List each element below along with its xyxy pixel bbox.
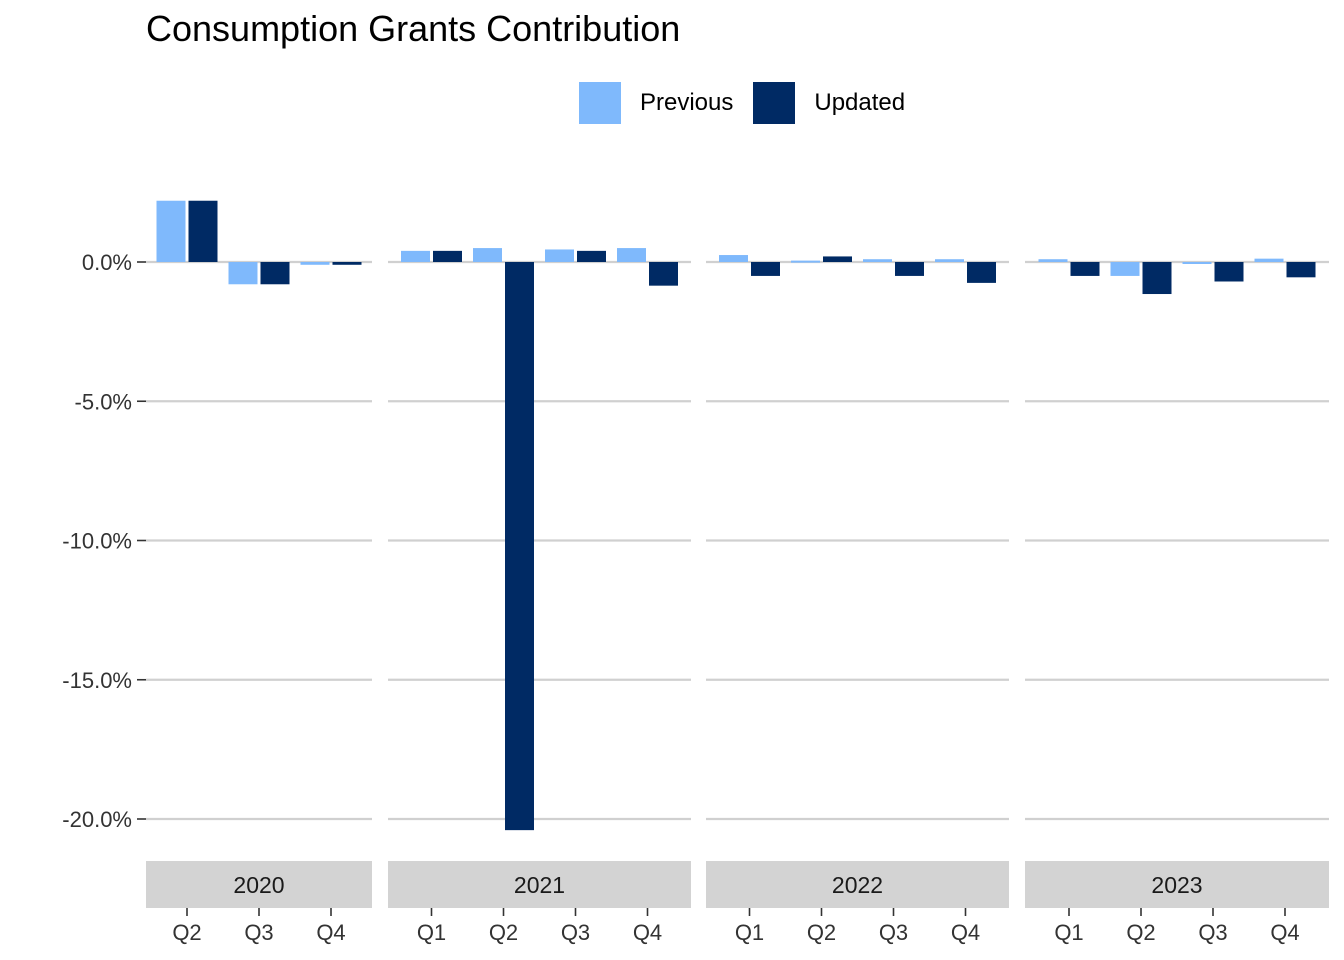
bar-previous-2022-Q3: [863, 259, 892, 262]
y-tick-label: -5.0%: [75, 389, 132, 414]
bar-updated-2023-Q3: [1214, 262, 1244, 282]
bar-previous-2021-Q2: [473, 248, 502, 262]
bar-previous-2023-Q3: [1182, 262, 1212, 264]
x-tick-label: Q2: [172, 920, 201, 945]
bar-previous-2022-Q1: [719, 255, 748, 262]
x-tick-label: Q2: [1126, 920, 1155, 945]
facet-strip-2021: [388, 861, 691, 908]
bar-previous-2023-Q2: [1110, 262, 1140, 276]
bar-updated-2023-Q4: [1286, 262, 1316, 278]
x-tick-label: Q2: [489, 920, 518, 945]
bar-updated-2022-Q4: [967, 262, 996, 283]
facet-strip-label: 2023: [1151, 872, 1202, 898]
bar-previous-2020-Q3: [228, 262, 258, 285]
bar-updated-2021-Q2: [505, 262, 534, 831]
y-tick-label: -10.0%: [62, 529, 132, 554]
bar-updated-2020-Q3: [260, 262, 290, 285]
bar-updated-2020-Q4: [332, 262, 362, 265]
x-tick-label: Q3: [879, 920, 908, 945]
legend-swatch-previous: [579, 82, 621, 124]
x-tick-label: Q4: [633, 920, 662, 945]
bar-updated-2021-Q3: [577, 250, 606, 262]
bar-updated-2021-Q4: [649, 262, 678, 286]
bar-previous-2022-Q4: [935, 259, 964, 262]
facet-strip-label: 2022: [832, 872, 883, 898]
y-tick-label: 0.0%: [82, 250, 132, 275]
y-tick-label: -15.0%: [62, 668, 132, 693]
legend-item-previous: Previous: [579, 82, 733, 124]
bar-previous-2021-Q4: [617, 248, 646, 262]
x-tick-label: Q3: [1198, 920, 1227, 945]
facet-strip-2022: [706, 861, 1009, 908]
facet-strip-2023: [1025, 861, 1329, 908]
x-tick-label: Q4: [1270, 920, 1299, 945]
bar-previous-2020-Q4: [300, 262, 330, 265]
bar-previous-2023-Q4: [1254, 258, 1284, 262]
x-tick-label: Q1: [735, 920, 764, 945]
bar-previous-2021-Q3: [545, 249, 574, 262]
bar-updated-2022-Q3: [895, 262, 924, 276]
legend: Previous Updated: [579, 82, 925, 124]
facet-strip-label: 2021: [514, 872, 565, 898]
legend-label-updated: Updated: [814, 89, 906, 116]
bar-updated-2023-Q2: [1142, 262, 1172, 295]
x-tick-label: Q2: [807, 920, 836, 945]
bar-updated-2022-Q2: [823, 256, 852, 262]
x-tick-label: Q1: [417, 920, 446, 945]
x-tick-label: Q4: [951, 920, 980, 945]
x-tick-label: Q3: [244, 920, 273, 945]
legend-swatch-updated: [753, 82, 796, 124]
facet-strip-label: 2020: [233, 872, 284, 898]
facet-strip-2020: [146, 861, 372, 908]
bar-updated-2023-Q1: [1070, 262, 1100, 276]
y-tick-label: -20.0%: [62, 807, 132, 832]
legend-item-updated: Updated: [753, 82, 905, 124]
bar-updated-2021-Q1: [433, 250, 462, 262]
x-tick-label: Q1: [1054, 920, 1083, 945]
chart-title: Consumption Grants Contribution: [146, 8, 681, 49]
bar-updated-2020-Q2: [188, 200, 218, 262]
legend-label-previous: Previous: [640, 89, 734, 116]
bar-previous-2020-Q2: [156, 200, 186, 262]
bar-previous-2021-Q1: [401, 250, 430, 262]
bar-previous-2022-Q2: [791, 260, 820, 263]
bar-updated-2022-Q1: [751, 262, 780, 276]
x-tick-label: Q4: [316, 920, 345, 945]
bar-previous-2023-Q1: [1038, 259, 1068, 262]
x-tick-label: Q3: [561, 920, 590, 945]
